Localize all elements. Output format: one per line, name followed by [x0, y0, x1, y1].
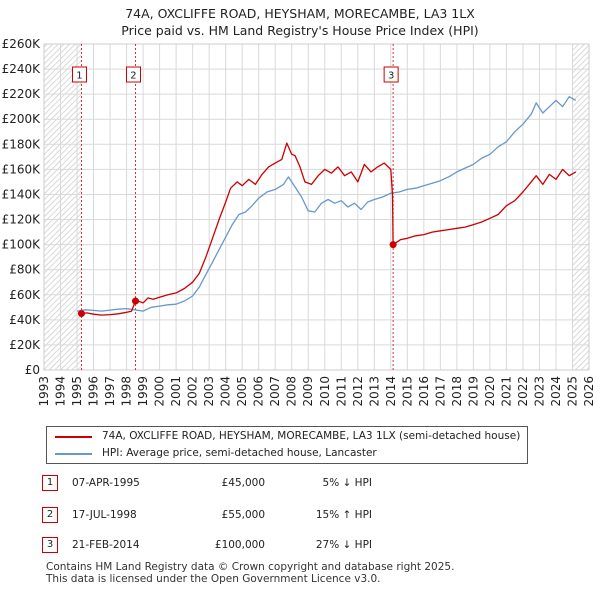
transaction-date: 21-FEB-2014 — [72, 539, 140, 551]
x-tick-label: 2000 — [153, 376, 167, 407]
x-tick-label: 1993 — [37, 376, 51, 407]
x-tick-label: 2015 — [400, 376, 414, 407]
price-chart: £0 £20K £40K £60K £80K £100K £120K £140K £160K £1… — [2, 37, 596, 407]
x-tick-label: 2007 — [268, 376, 282, 407]
x-tick-label: 2002 — [186, 376, 200, 407]
x-tick-label: 1994 — [54, 376, 68, 407]
x-tick-label: 2003 — [202, 376, 216, 407]
transaction-hpi: 27% ↓ HPI — [315, 539, 372, 551]
x-tick-label: 2020 — [483, 376, 497, 407]
x-tick-label: 2012 — [351, 376, 365, 407]
x-tick-label: 1997 — [103, 376, 117, 407]
x-tick-label: 2004 — [219, 376, 233, 407]
plot-border — [43, 43, 590, 371]
x-tick-label: 2023 — [532, 376, 546, 407]
transaction-badge: 2 — [42, 507, 58, 523]
x-tick-label: 2001 — [169, 376, 183, 407]
x-tick-label: 2011 — [334, 376, 348, 407]
table-row: 3 21-FEB-2014 £100,000 27% ↓ HPI — [0, 537, 600, 555]
y-tick-label: £140K — [2, 187, 42, 201]
legend: 74A, OXCLIFFE ROAD, HEYSHAM, MORECAMBE, … — [46, 426, 528, 464]
x-tick-label: 2016 — [417, 376, 431, 407]
x-tick-label: 2022 — [516, 376, 530, 407]
x-tick-label: 1998 — [120, 376, 134, 407]
footer-licence: This data is licensed under the Open Gov… — [46, 573, 381, 585]
x-tick-label: 2021 — [499, 376, 513, 407]
y-tick-label: £200K — [2, 112, 42, 126]
y-tick-label: £260K — [2, 37, 42, 51]
y-tick-label: £180K — [2, 137, 42, 151]
legend-swatch-hpi — [55, 453, 92, 455]
x-tick-label: 2014 — [384, 376, 398, 407]
x-tick-label: 1999 — [136, 376, 150, 407]
sale-badge — [383, 66, 399, 83]
chart-subtitle: Price paid vs. HM Land Registry's House … — [121, 23, 479, 38]
transaction-price: £55,000 — [221, 509, 265, 521]
y-tick-label: £60K — [9, 288, 41, 302]
x-tick-label: 2010 — [318, 376, 332, 407]
x-tick-label: 2017 — [433, 376, 447, 407]
sale-badge-label: 1 — [76, 71, 82, 82]
hatch-region — [44, 44, 82, 370]
hatch-region — [572, 44, 589, 370]
plot-area — [44, 44, 589, 370]
price-paid-line — [81, 142, 577, 316]
transaction-price: £100,000 — [214, 539, 265, 551]
y-tick-label: £80K — [9, 263, 41, 277]
x-tick-label: 2013 — [367, 376, 381, 407]
y-tick-label: £220K — [2, 87, 42, 101]
x-tick-label: 1995 — [70, 376, 84, 407]
x-tick-label: 2005 — [235, 376, 249, 407]
sale-badge-label: 2 — [130, 71, 136, 82]
transaction-hpi: 5% ↓ HPI — [322, 477, 372, 489]
transaction-hpi: 15% ↑ HPI — [315, 509, 372, 521]
y-tick-label: £40K — [9, 313, 41, 327]
y-tick-label: £20K — [9, 338, 41, 352]
y-tick-label: £100K — [2, 238, 42, 252]
transaction-badge: 3 — [42, 537, 58, 553]
sale-point — [131, 297, 139, 305]
legend-label-price: 74A, OXCLIFFE ROAD, HEYSHAM, MORECAMBE, … — [102, 430, 521, 442]
x-tick-label: 2025 — [565, 376, 579, 407]
sale-badge-label: 3 — [388, 71, 394, 82]
y-tick-label: £120K — [2, 213, 42, 227]
y-tick-label: £160K — [2, 162, 42, 176]
transaction-price: £45,000 — [221, 477, 265, 489]
x-tick-label: 2008 — [285, 376, 299, 407]
hpi-line — [76, 96, 577, 312]
legend-label-hpi: HPI: Average price, semi-detached house,… — [102, 447, 377, 459]
y-tick-label: £0 — [25, 363, 40, 377]
x-tick-label: 2009 — [301, 376, 315, 407]
x-tick-label: 2019 — [466, 376, 480, 407]
table-row: 2 17-JUL-1998 £55,000 15% ↑ HPI — [0, 507, 600, 525]
chart-title: 74A, OXCLIFFE ROAD, HEYSHAM, MORECAMBE, … — [125, 6, 475, 21]
footer-copyright: Contains HM Land Registry data © Crown c… — [46, 561, 455, 573]
transaction-date: 17-JUL-1998 — [72, 509, 137, 521]
sale-point — [77, 310, 85, 318]
sale-badge — [125, 66, 141, 83]
x-tick-label: 2024 — [549, 376, 563, 407]
x-tick-label: 1996 — [87, 376, 101, 407]
x-tick-label: 2006 — [252, 376, 266, 407]
x-tick-label: 2026 — [582, 376, 596, 407]
legend-swatch-price — [55, 436, 92, 438]
y-tick-label: £240K — [2, 62, 42, 76]
sale-badge — [71, 66, 87, 83]
transaction-badge: 1 — [42, 475, 58, 491]
sale-point — [389, 241, 397, 249]
transaction-date: 07-APR-1995 — [72, 477, 140, 489]
table-row: 1 07-APR-1995 £45,000 5% ↓ HPI — [0, 475, 600, 493]
x-tick-label: 2018 — [450, 376, 464, 407]
